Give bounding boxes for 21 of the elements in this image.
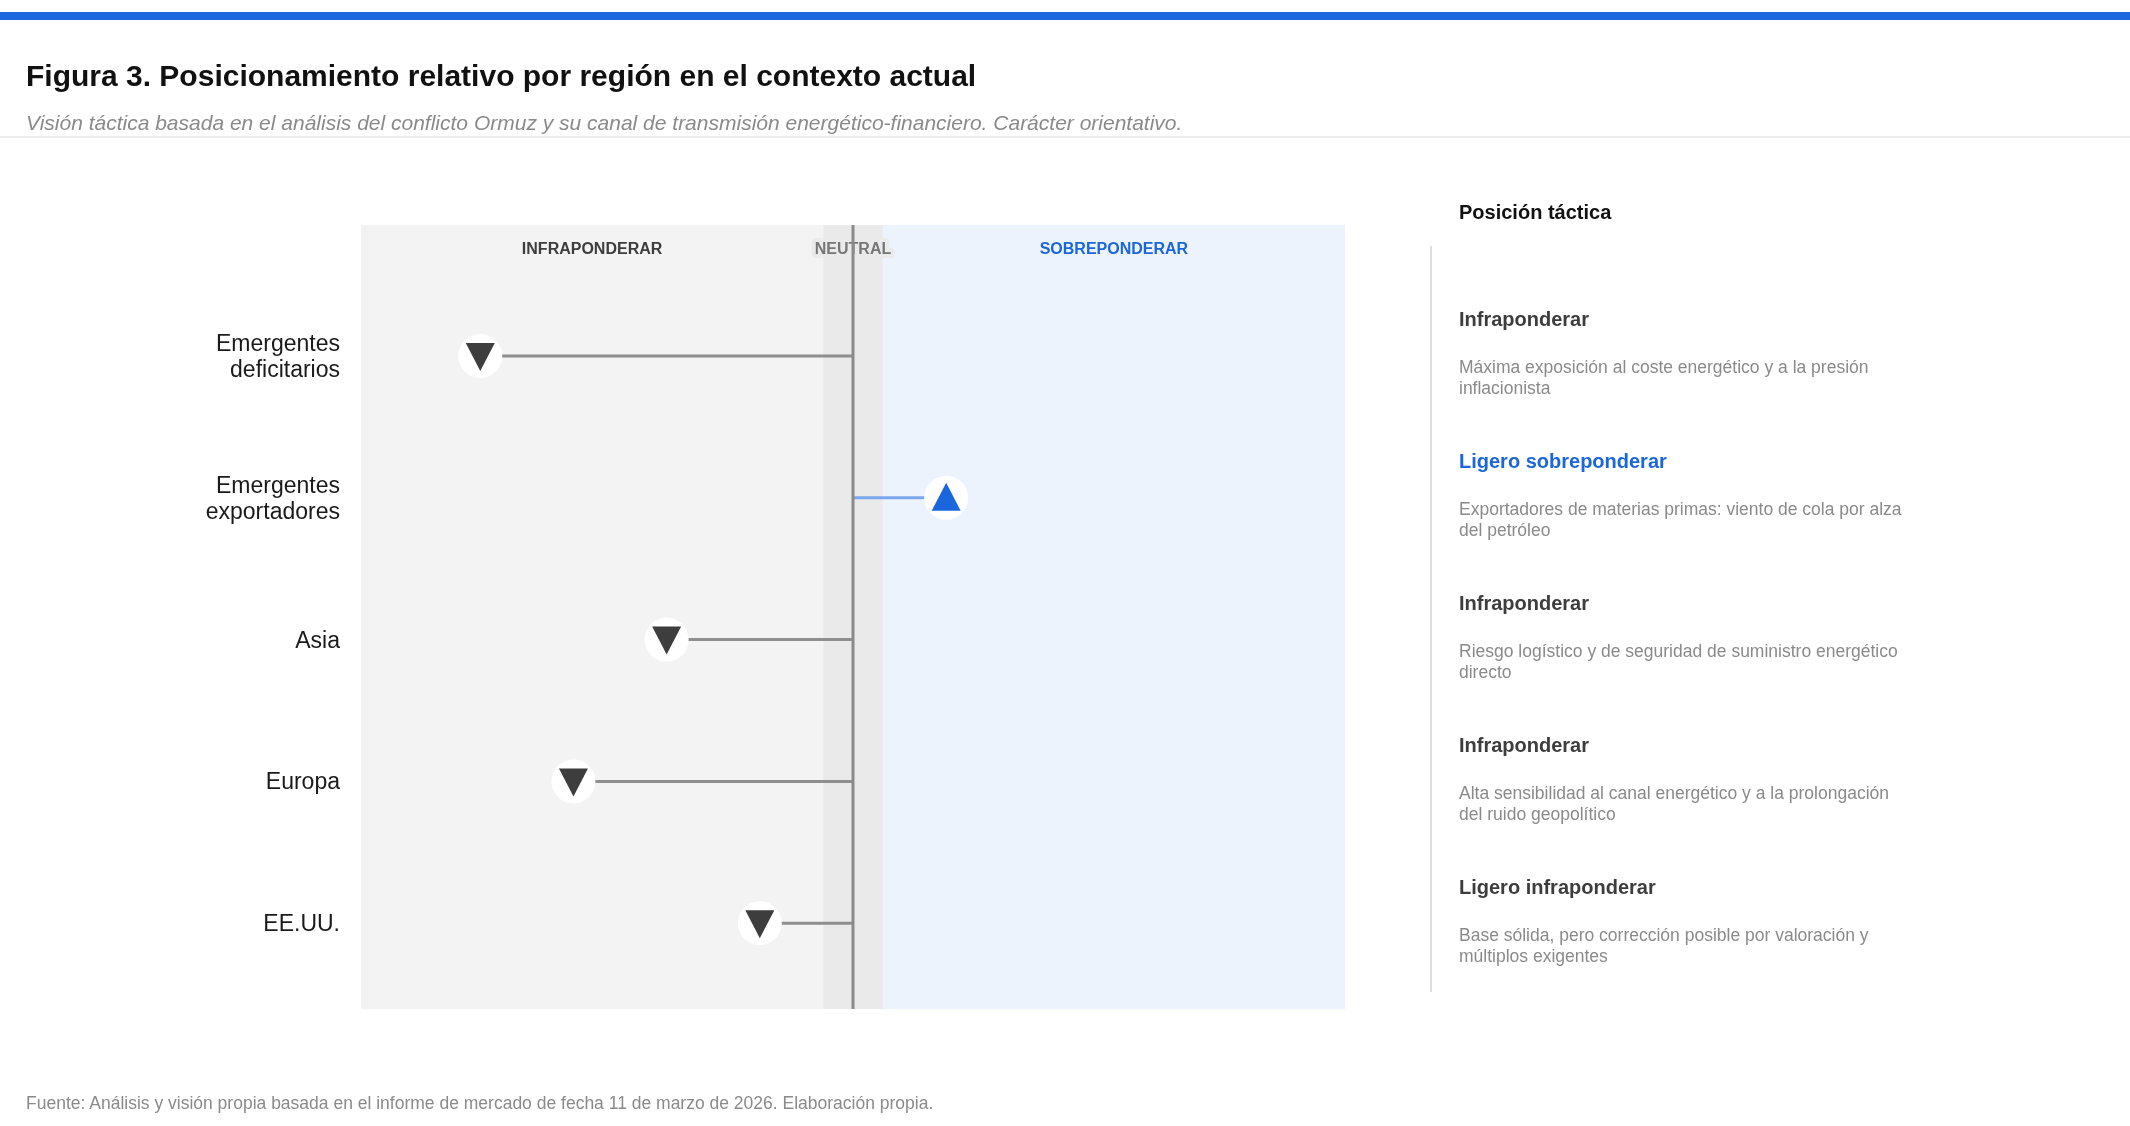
- category-label: Ligero sobreponderar: [1459, 449, 1668, 474]
- category-label: Infraponderar: [1459, 733, 1591, 758]
- text: Máxima exposición al coste energético y a la presión inflacionista: [1459, 357, 1870, 399]
- text: Posición táctica: [1459, 200, 1612, 224]
- text: Base sólida, pero corrección posible por valoración y múltiplos exigentes: [1459, 925, 1870, 967]
- y-tick-label: Emergentes deficitarios: [215, 329, 340, 382]
- y-tick-label: EE.UU.: [263, 910, 340, 937]
- y-tick-label: Europa: [265, 768, 341, 795]
- category-label: Infraponderar: [1459, 591, 1591, 616]
- text: Exportadores de materias primas: viento de cola por alza del petróleo: [1459, 499, 1903, 541]
- band-label: SOBREPONDERAR: [1039, 240, 1189, 257]
- source-note: Fuente: Análisis y visión propia basada en el informe de mercado de fecha 11 de marzo de 2026. Elaboración propia.: [26, 1092, 934, 1114]
- y-tick-label: Asia: [295, 626, 341, 653]
- y-tick-label: Emergentes exportadores: [205, 471, 340, 524]
- band-label: INFRAPONDERAR: [521, 240, 663, 257]
- text: Riesgo logístico y de seguridad de suministro energético directo: [1459, 641, 1899, 683]
- text: Alta sensibilidad al canal energético y a la prolongación del ruido geopolítico: [1459, 783, 1890, 825]
- category-label: Infraponderar: [1459, 307, 1591, 332]
- chart-title: Figura 3. Posicionamiento relativo por región en el contexto actual: [26, 58, 977, 94]
- chart-subtitle: Visión táctica basada en el análisis del conflicto Ormuz y su canal de transmisión energético-financiero. Carácter orientativo.: [26, 110, 1183, 136]
- category-label: Ligero infraponderar: [1459, 875, 1657, 900]
